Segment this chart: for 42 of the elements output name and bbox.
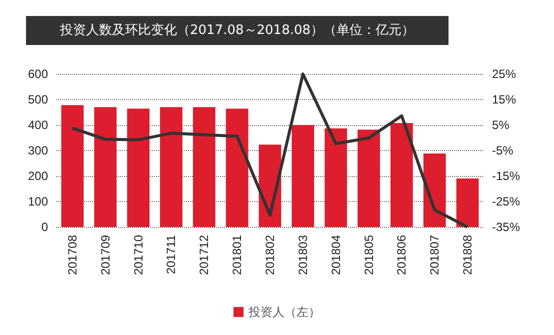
bar [358,130,380,227]
y-tick-label: 300 [28,144,48,158]
y-tick-label: 500 [28,92,48,106]
y-tick-label: 200 [28,169,48,183]
bar [226,108,248,227]
line-series [70,72,470,228]
y-tick-label: 600 [28,67,48,81]
y-tick-label: 100 [28,194,48,208]
x-tick-label: 201802 [263,234,277,276]
x-tick-label: 201708 [65,234,80,276]
chart-title: 投资人数及环比变化（2017.08～2018.08）（单位：亿元） [59,23,415,38]
bar [61,105,84,227]
x-tick-label: 201807 [428,234,442,276]
y2-tick-label: -25% [492,194,520,208]
bar [423,154,446,227]
y2-tick-label: 15% [492,92,516,106]
y2-tick-label: -15% [492,169,520,183]
y2-tick-label: 5% [492,118,510,132]
x-tick-label: 201804 [328,234,343,276]
x-tick-label: 201808 [460,234,475,276]
bar [94,107,117,227]
bar [192,107,216,227]
y2-tick-label: -5% [492,144,514,158]
bar [456,178,479,227]
x-tick-label: 201803 [296,234,310,276]
bar [390,122,413,227]
bar [127,108,150,227]
x-tick-label: 201710 [131,234,146,276]
x-tick-label: 201805 [362,234,376,276]
bar [292,125,314,227]
bar [324,128,348,227]
x-tick-label: 201709 [98,234,112,276]
x-tick-label: 201801 [230,234,244,276]
bar [160,107,182,227]
y2-tick-label: -35% [492,220,520,234]
x-tick-label: 201806 [394,234,409,276]
x-tick-label: 201711 [164,234,178,274]
x-tick-label: 201712 [197,234,212,276]
y-tick-label: 0 [41,220,48,234]
y-tick-label: 400 [28,118,48,132]
legend-label: 投资人（左） [248,305,320,319]
y2-tick-label: 25% [492,67,516,81]
